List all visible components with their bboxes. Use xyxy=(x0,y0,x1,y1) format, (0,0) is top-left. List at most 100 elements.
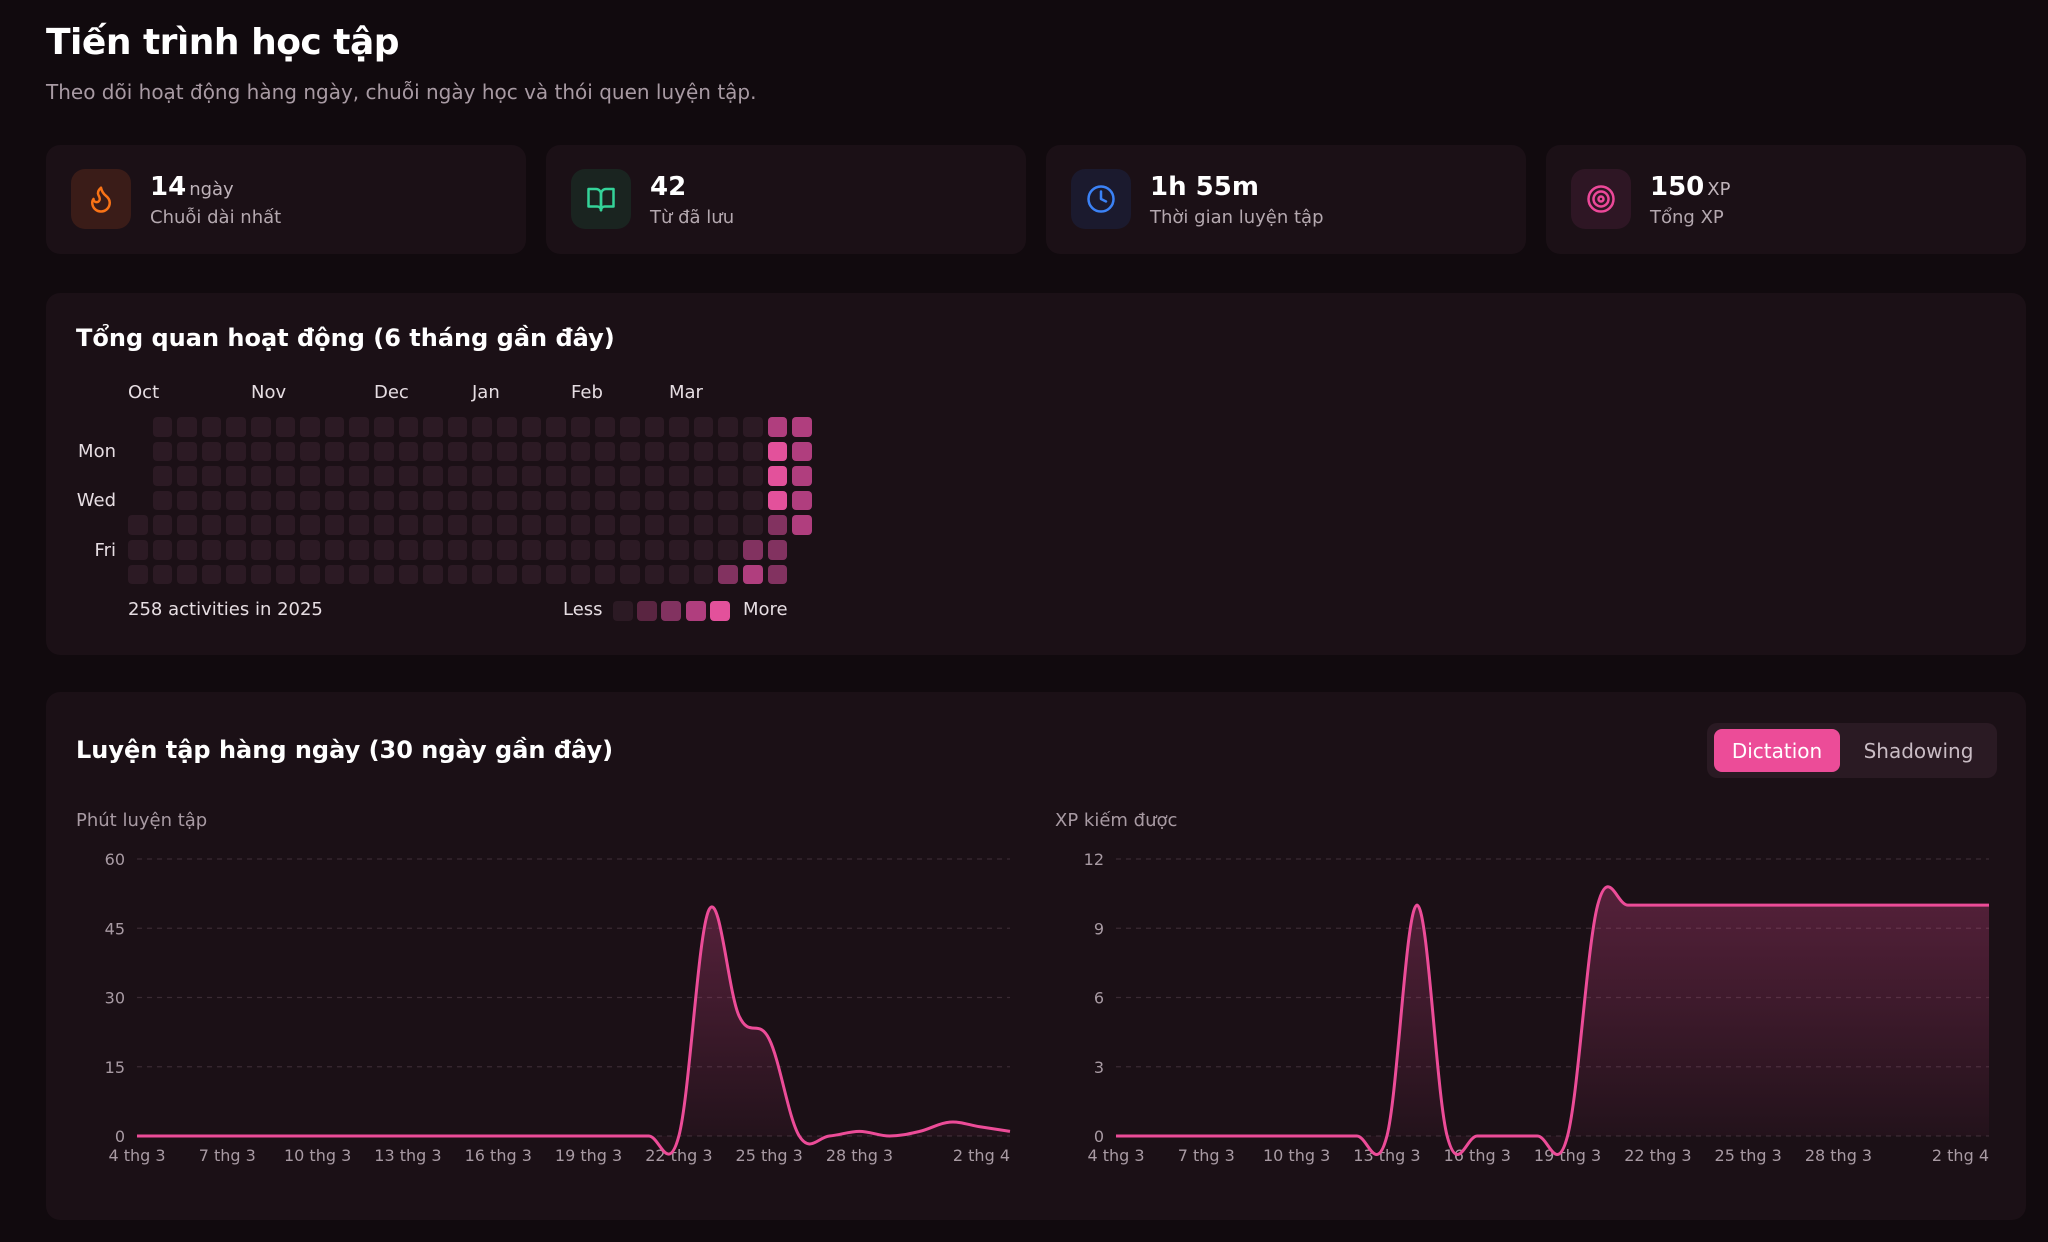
heatmap-cell xyxy=(693,515,714,535)
heatmap-cell xyxy=(374,515,394,535)
heatmap-cell xyxy=(546,466,566,486)
heatmap-cell xyxy=(423,466,443,486)
heatmap-cell xyxy=(177,490,197,511)
heatmap-cell xyxy=(201,490,222,511)
heatmap-cell xyxy=(128,515,148,535)
heatmap-cell xyxy=(718,466,738,486)
heatmap-cell xyxy=(374,564,394,585)
tab-shadowing[interactable]: Shadowing xyxy=(1863,738,1974,763)
heatmap-cell xyxy=(324,441,345,462)
practice-type-toggle: Dictation Shadowing xyxy=(1707,723,1997,778)
heatmap-cell xyxy=(275,515,296,535)
stat-unit: XP xyxy=(1707,179,1731,200)
heatmap-cell xyxy=(546,490,566,511)
heatmap-cell xyxy=(374,466,394,486)
stat-label: Thời gian luyện tập xyxy=(1150,207,1324,228)
heatmap-cell xyxy=(275,441,296,462)
heatmap-cell xyxy=(398,490,419,511)
heatmap-cell xyxy=(718,441,738,462)
heatmap-cell xyxy=(201,540,222,560)
heatmap-cell xyxy=(152,490,173,511)
heatmap-month-label: Jan xyxy=(472,382,500,403)
heatmap-cell xyxy=(693,417,714,437)
heatmap-cell xyxy=(177,540,197,560)
heatmap-day-label: Fri xyxy=(94,540,116,561)
heatmap-cell xyxy=(693,564,714,585)
heatmap-cell xyxy=(349,540,369,560)
heatmap-cell xyxy=(275,490,296,511)
book-icon xyxy=(571,169,631,229)
heatmap-cell xyxy=(620,441,640,462)
legend-less-label: Less xyxy=(563,599,603,620)
heatmap-cell xyxy=(743,466,763,486)
heatmap-cell xyxy=(570,490,591,511)
heatmap-cell xyxy=(349,441,369,462)
heatmap-cell xyxy=(743,441,763,462)
heatmap-cell xyxy=(570,540,591,560)
heatmap-cell xyxy=(767,490,788,511)
heatmap-cell xyxy=(620,490,640,511)
heatmap-cell xyxy=(570,441,591,462)
heatmap-cell xyxy=(226,490,246,511)
heatmap-cell xyxy=(177,441,197,462)
heatmap-cell xyxy=(620,515,640,535)
heatmap-cell xyxy=(152,417,173,437)
heatmap-cell xyxy=(349,490,369,511)
heatmap-cell xyxy=(718,515,738,535)
heatmap-cell xyxy=(324,490,345,511)
y-tick-label: 45 xyxy=(105,919,125,938)
heatmap-cell xyxy=(521,466,542,486)
y-tick-label: 0 xyxy=(115,1127,125,1146)
heatmap-cell xyxy=(398,466,419,486)
heatmap-cell xyxy=(767,417,788,437)
legend-cell xyxy=(613,601,633,621)
heatmap-cell xyxy=(718,490,738,511)
heatmap-cell xyxy=(251,564,271,585)
heatmap-cell xyxy=(669,515,689,535)
page-subtitle: Theo dõi hoạt động hàng ngày, chuỗi ngày… xyxy=(46,80,757,104)
heatmap-cell xyxy=(201,441,222,462)
heatmap-cell xyxy=(398,417,419,437)
heatmap-cell xyxy=(792,466,812,486)
heatmap-cell xyxy=(521,441,542,462)
heatmap-cell xyxy=(497,417,517,437)
heatmap-cell xyxy=(767,441,788,462)
heatmap-cell xyxy=(398,515,419,535)
heatmap-cell xyxy=(349,515,369,535)
heatmap-cell xyxy=(177,417,197,437)
heatmap-cell xyxy=(300,441,320,462)
heatmap-cell xyxy=(423,441,443,462)
page-title: Tiến trình học tập xyxy=(46,22,400,63)
heatmap-cell xyxy=(152,564,173,585)
heatmap-cell xyxy=(497,490,517,511)
heatmap-cell xyxy=(128,540,148,560)
heatmap-cell xyxy=(570,515,591,535)
x-tick-label: 4 thg 3 xyxy=(108,1146,165,1165)
stat-value: 150 XP xyxy=(1650,172,1731,202)
heatmap-cell xyxy=(693,441,714,462)
heatmap-cell xyxy=(152,441,173,462)
heatmap-cell xyxy=(447,564,468,585)
heatmap-cell xyxy=(374,540,394,560)
heatmap-cell xyxy=(570,564,591,585)
stat-value: 1h 55m xyxy=(1150,172,1259,202)
heatmap-cell xyxy=(644,490,665,511)
clock-icon xyxy=(1071,169,1131,229)
tab-dictation[interactable]: Dictation xyxy=(1714,729,1840,772)
heatmap-cell xyxy=(472,441,492,462)
heatmap-cell xyxy=(595,441,615,462)
heatmap-cell xyxy=(447,515,468,535)
heatmap-cell xyxy=(497,466,517,486)
heatmap-cell xyxy=(669,564,689,585)
x-tick-label: 13 thg 3 xyxy=(374,1146,441,1165)
heatmap-cell xyxy=(669,466,689,486)
legend-cell xyxy=(686,601,706,621)
heatmap-cell xyxy=(447,540,468,560)
heatmap-cell xyxy=(226,564,246,585)
heatmap-cell xyxy=(423,490,443,511)
legend-cell xyxy=(710,601,730,621)
heatmap-cell xyxy=(152,540,173,560)
heatmap-cell xyxy=(201,466,222,486)
heatmap-cell xyxy=(546,540,566,560)
heatmap-cell xyxy=(521,490,542,511)
